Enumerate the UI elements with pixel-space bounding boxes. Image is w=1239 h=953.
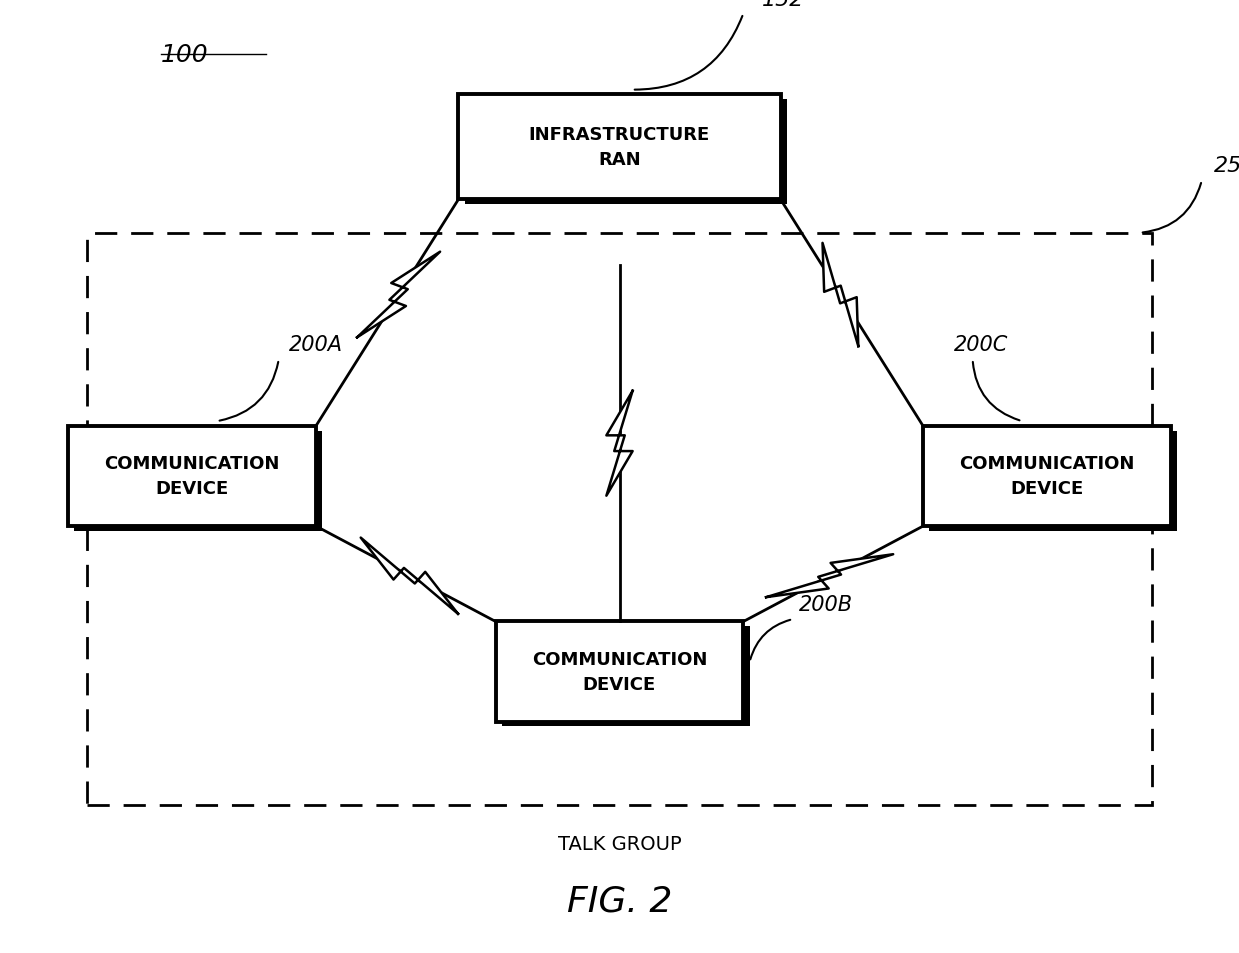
Text: COMMUNICATION
DEVICE: COMMUNICATION DEVICE	[959, 455, 1135, 498]
Text: 200A: 200A	[289, 335, 343, 355]
Polygon shape	[357, 253, 440, 338]
Bar	[458, 95, 781, 200]
Polygon shape	[361, 538, 458, 614]
Bar	[923, 427, 1171, 526]
Text: 152: 152	[762, 0, 804, 10]
Bar	[496, 622, 743, 722]
Bar	[502, 627, 750, 727]
Text: 200B: 200B	[799, 595, 854, 615]
Text: TALK GROUP: TALK GROUP	[558, 834, 681, 853]
Polygon shape	[766, 555, 893, 598]
Text: 250: 250	[1214, 156, 1239, 176]
Bar	[68, 427, 316, 526]
Text: COMMUNICATION
DEVICE: COMMUNICATION DEVICE	[104, 455, 280, 498]
Text: 200C: 200C	[954, 335, 1009, 355]
Polygon shape	[823, 244, 859, 347]
Bar	[87, 233, 1152, 805]
Polygon shape	[606, 392, 633, 497]
Text: COMMUNICATION
DEVICE: COMMUNICATION DEVICE	[532, 650, 707, 694]
Text: FIG. 2: FIG. 2	[566, 883, 673, 918]
Bar	[929, 431, 1177, 532]
Text: INFRASTRUCTURE
RAN: INFRASTRUCTURE RAN	[529, 126, 710, 170]
Bar	[465, 100, 787, 205]
Text: 100: 100	[161, 43, 208, 67]
Bar	[74, 431, 322, 532]
